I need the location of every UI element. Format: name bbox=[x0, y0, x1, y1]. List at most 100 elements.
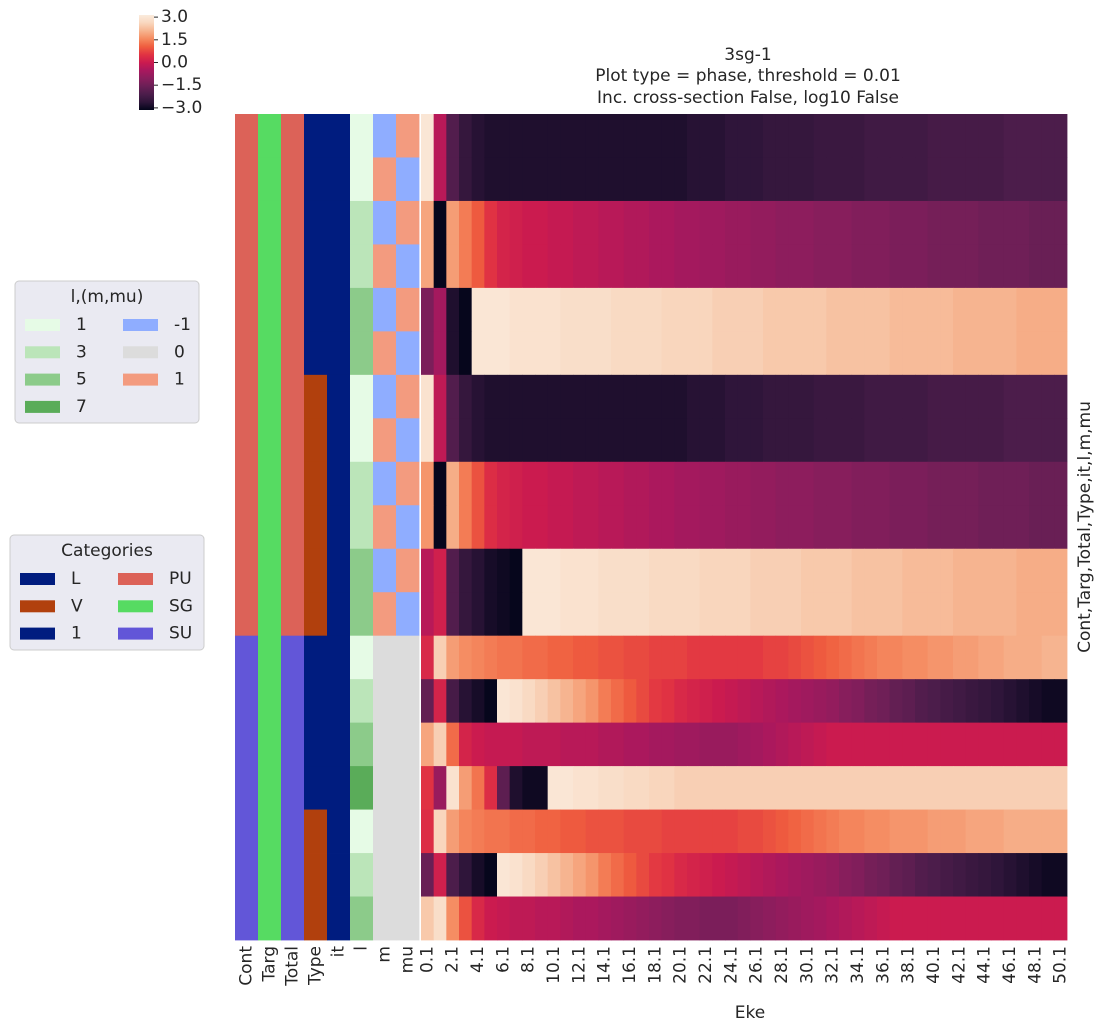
heatmap-cell bbox=[1054, 505, 1068, 550]
heatmap-cell bbox=[788, 157, 802, 202]
heatmap-cell bbox=[687, 809, 701, 854]
heatmap-cell bbox=[611, 331, 625, 376]
row-annotation-cell bbox=[281, 505, 305, 550]
heatmap-cell bbox=[585, 461, 599, 506]
heatmap-cell bbox=[471, 679, 485, 724]
heatmap-cell bbox=[687, 635, 701, 680]
heatmap-cell bbox=[940, 766, 954, 810]
row-annotation-cell bbox=[235, 809, 259, 854]
heatmap-cell bbox=[1003, 505, 1017, 550]
heatmap-cell bbox=[459, 461, 473, 506]
heatmap-cell bbox=[1003, 418, 1017, 463]
heatmap-cell bbox=[978, 592, 992, 637]
heatmap-cell bbox=[585, 896, 599, 941]
heatmap-cell bbox=[763, 461, 777, 506]
heatmap-cell bbox=[585, 809, 599, 854]
heatmap-cell bbox=[889, 157, 903, 202]
heatmap-cell bbox=[623, 114, 637, 158]
heatmap-cell bbox=[611, 244, 625, 289]
heatmap-cell bbox=[712, 809, 726, 854]
heatmap-cell bbox=[712, 548, 726, 593]
row-annotation-cell bbox=[281, 635, 305, 680]
legend-label: 1 bbox=[76, 315, 87, 335]
y-axis-label: Cont,Targ,Total,Type,it,l,m,mu bbox=[1075, 401, 1095, 653]
row-annotation-cell bbox=[235, 157, 259, 202]
heatmap-cell bbox=[649, 418, 663, 463]
heatmap-cell bbox=[446, 809, 460, 854]
heatmap-cell bbox=[699, 331, 713, 376]
heatmap-cell bbox=[484, 114, 498, 158]
heatmap-cell bbox=[446, 635, 460, 680]
heatmap-cell bbox=[813, 331, 827, 376]
heatmap-cell bbox=[1041, 766, 1055, 810]
heatmap-cell bbox=[927, 461, 941, 506]
heatmap-cell bbox=[864, 548, 878, 593]
row-annotation-cell bbox=[281, 244, 305, 289]
heatmap-cell bbox=[750, 722, 764, 767]
heatmap-cell bbox=[978, 505, 992, 550]
heatmap-cell bbox=[889, 722, 903, 767]
heatmap-cell bbox=[509, 157, 523, 202]
heatmap-cell bbox=[687, 157, 701, 202]
row-annotation-cell bbox=[327, 592, 351, 637]
heatmap-cell bbox=[446, 114, 460, 158]
annotation-label: Total bbox=[283, 946, 303, 987]
row-annotation-cell bbox=[235, 461, 259, 506]
heatmap-cell bbox=[839, 853, 853, 897]
row-annotation-cell bbox=[304, 853, 328, 897]
heatmap-cell bbox=[699, 896, 713, 941]
heatmap-cell bbox=[915, 505, 929, 550]
row-annotation-cell bbox=[396, 331, 420, 376]
heatmap-cell bbox=[1029, 114, 1043, 158]
heatmap-cell bbox=[902, 896, 916, 941]
heatmap-cell bbox=[788, 809, 802, 854]
heatmap-cell bbox=[965, 679, 979, 724]
heatmap-cell bbox=[661, 461, 675, 506]
heatmap-cell bbox=[725, 374, 739, 419]
heatmap-cell bbox=[991, 809, 1005, 854]
heatmap-cell bbox=[585, 592, 599, 637]
heatmap-cell bbox=[788, 679, 802, 724]
heatmap-cell bbox=[915, 461, 929, 506]
heatmap-cell bbox=[535, 418, 549, 463]
heatmap-cell bbox=[661, 722, 675, 767]
heatmap-cell bbox=[953, 200, 967, 245]
heatmap-cell bbox=[763, 766, 777, 810]
heatmap-cell bbox=[1003, 548, 1017, 593]
heatmap-cell bbox=[889, 374, 903, 419]
heatmap-cell bbox=[560, 896, 574, 941]
heatmap-cell bbox=[712, 114, 726, 158]
heatmap-cell bbox=[725, 722, 739, 767]
heatmap-cell bbox=[737, 809, 751, 854]
heatmap-cell bbox=[915, 548, 929, 593]
row-annotation-cell bbox=[258, 287, 282, 332]
row-annotation-cell bbox=[258, 853, 282, 897]
heatmap-cell bbox=[497, 331, 511, 376]
heatmap-cell bbox=[623, 853, 637, 897]
heatmap-cell bbox=[788, 722, 802, 767]
heatmap-cell bbox=[801, 461, 815, 506]
heatmap-cell bbox=[712, 722, 726, 767]
annotation-label: m bbox=[375, 946, 395, 963]
heatmap-cell bbox=[674, 287, 688, 332]
heatmap-cell bbox=[446, 505, 460, 550]
heatmap-cell bbox=[636, 505, 650, 550]
heatmap-cell bbox=[535, 374, 549, 419]
heatmap-cell bbox=[788, 853, 802, 897]
legend-swatch bbox=[25, 319, 60, 331]
heatmap-cell bbox=[965, 287, 979, 332]
heatmap-cell bbox=[978, 418, 992, 463]
row-annotation-cell bbox=[304, 418, 328, 463]
heatmap-cell bbox=[522, 200, 536, 245]
heatmap-cell bbox=[598, 505, 612, 550]
heatmap-cell bbox=[953, 418, 967, 463]
heatmap-cell bbox=[813, 722, 827, 767]
heatmap-cell bbox=[661, 114, 675, 158]
heatmap-cell bbox=[877, 244, 891, 289]
heatmap-cell bbox=[801, 418, 815, 463]
heatmap-cell bbox=[1054, 331, 1068, 376]
heatmap-cell bbox=[788, 592, 802, 637]
heatmap-cell bbox=[649, 896, 663, 941]
legend-label: PU bbox=[169, 569, 192, 589]
heatmap-cell bbox=[725, 853, 739, 897]
